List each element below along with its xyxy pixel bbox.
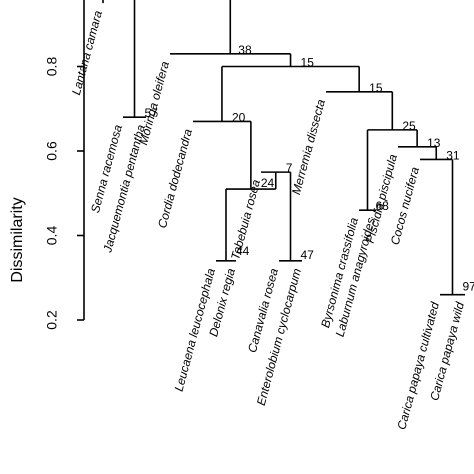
node-support-label: 25 [402, 119, 416, 133]
node-support-label: 47 [301, 248, 315, 262]
y-tick-label: 0.6 [44, 141, 60, 161]
y-axis: 0.2 0.4 0.6 0.8 Dissimilarity [9, 0, 85, 330]
y-tick-label: 0.8 [44, 57, 60, 77]
node-support-label: 7 [286, 161, 293, 175]
node-support-label: 68 [376, 199, 390, 213]
leaf-label: Cordia dodecandra [155, 127, 195, 230]
node-support-label: 20 [232, 110, 246, 124]
node-support-label: 15 [301, 56, 315, 70]
node-support-label: 97 [463, 280, 474, 294]
leaf-label: Moringa oleifera [136, 59, 172, 146]
node-support-label: 44 [236, 244, 250, 258]
node-support-label: 15 [369, 81, 383, 95]
node-support-label: 13 [427, 136, 441, 150]
node-support-label: 31 [446, 148, 460, 162]
leaf-label: Merremia dissecta [289, 98, 328, 197]
dendrogram-branches [102, 0, 465, 296]
dendrogram-labels: 97444768724311320572515153845Lantana cam… [69, 9, 474, 431]
node-support-label: 38 [238, 43, 252, 57]
y-tick-label: 0.4 [44, 226, 60, 246]
y-axis-title: Dissimilarity [9, 197, 26, 282]
leaf-label: Lantana camara [69, 9, 105, 97]
node-support-label: 24 [261, 176, 275, 190]
y-tick-label: 0.2 [44, 310, 60, 330]
node-support-label: 57 [145, 106, 159, 120]
leaf-label: Carica papaya cultivated [394, 300, 442, 431]
